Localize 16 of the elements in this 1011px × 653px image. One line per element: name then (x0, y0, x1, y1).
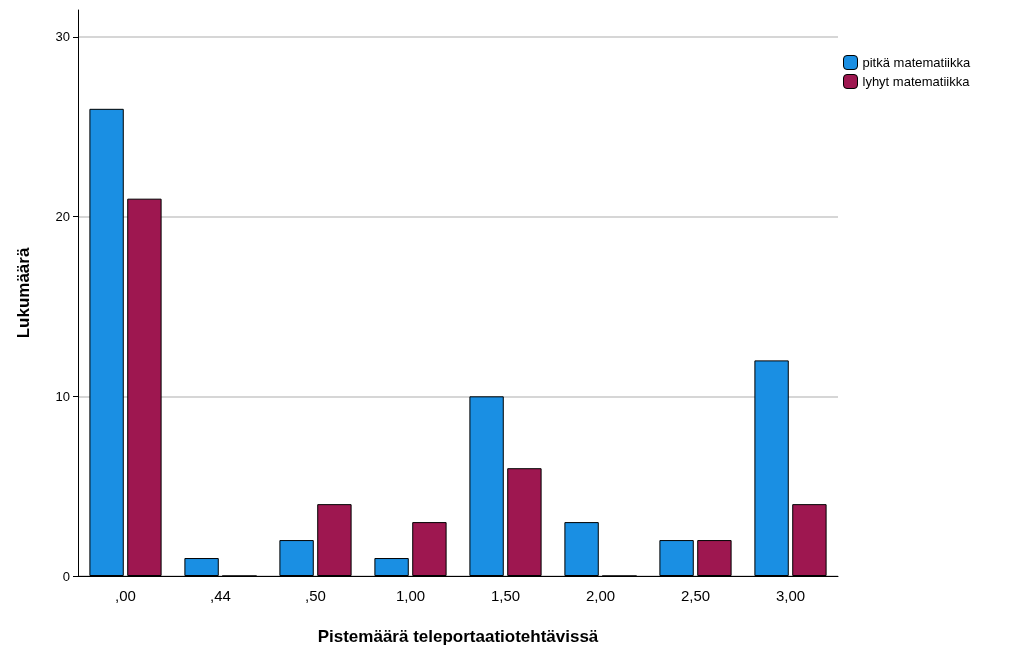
x-tick-label: 3,00 (775, 587, 806, 604)
x-tick-label: 1,50 (490, 587, 521, 604)
y-tick-label: 0 (62, 568, 70, 584)
y-tick-label: 30 (55, 29, 70, 45)
x-tick-label: ,44 (210, 587, 231, 604)
y-tick-label: 10 (55, 388, 70, 404)
legend-label: pitkä matematiikka (862, 55, 971, 70)
x-tick-label: 2,50 (680, 587, 711, 604)
y-tick-label: 20 (55, 209, 70, 225)
x-tick-label: 2,00 (585, 587, 616, 604)
legend-label: lyhyt matematiikka (862, 74, 971, 89)
x-tick-label: ,00 (115, 587, 136, 604)
x-tick-label: ,50 (305, 587, 326, 604)
y-axis-title: Lukumäärä (14, 247, 33, 339)
x-tick-label: 1,00 (395, 587, 426, 604)
x-axis-title: Pistemäärä teleportaatiotehtävissä (317, 627, 599, 646)
